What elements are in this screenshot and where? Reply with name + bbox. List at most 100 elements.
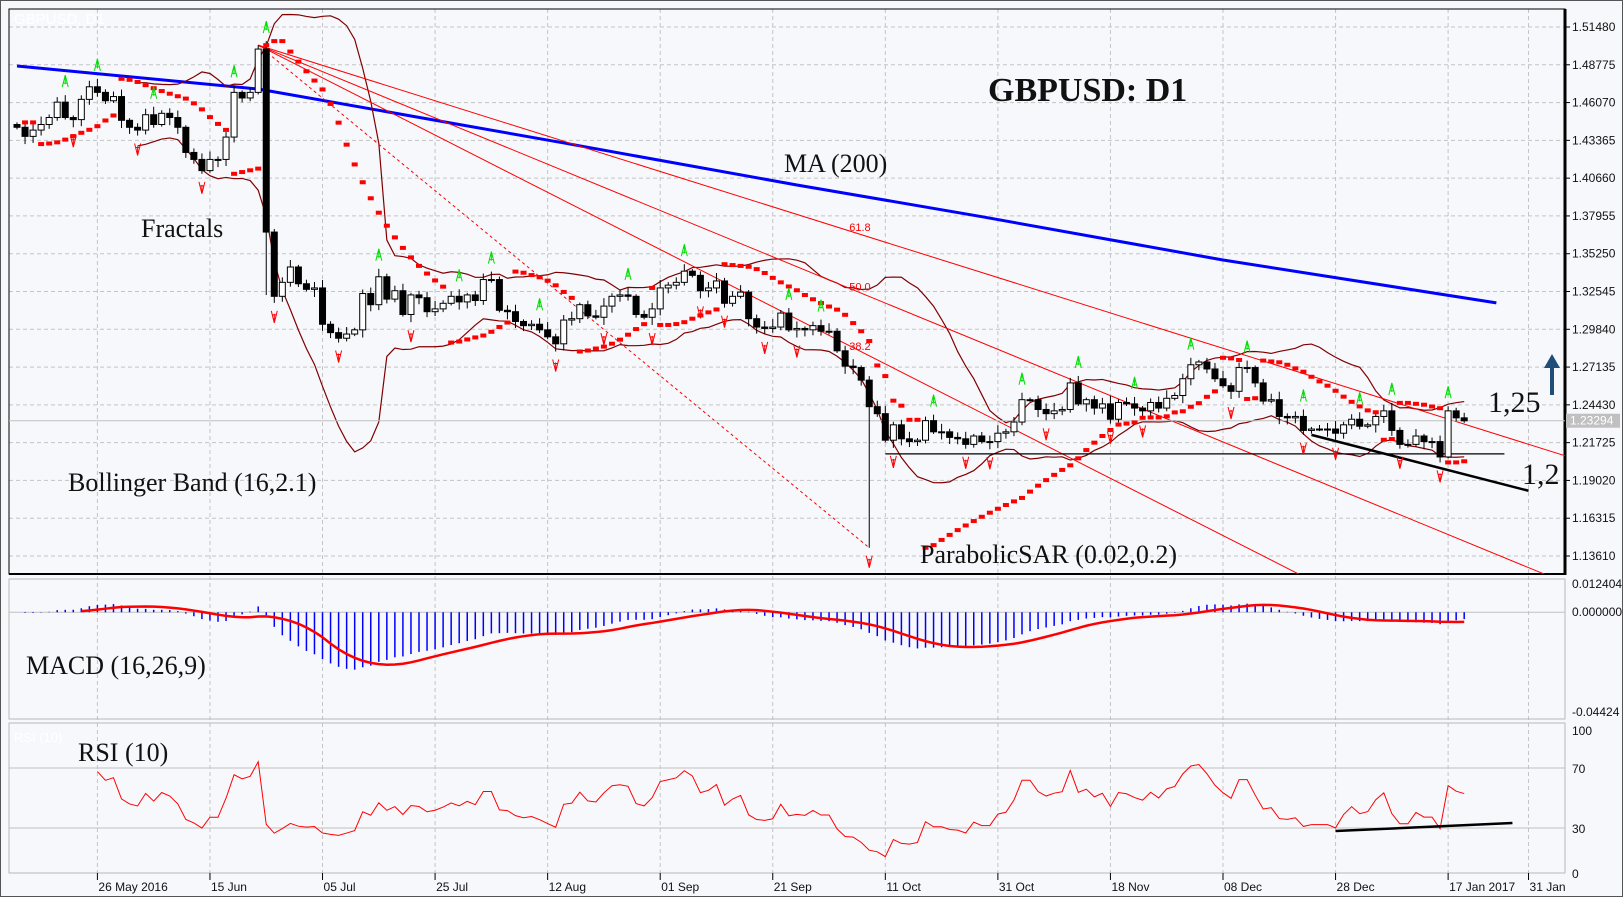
candle	[753, 314, 761, 334]
candle-body-bullish	[1412, 435, 1420, 445]
parabolic-sar-dot	[206, 115, 213, 120]
parabolic-sar-dot	[1372, 410, 1379, 415]
candle	[126, 118, 134, 134]
candle	[463, 292, 471, 309]
fractal-down-icon	[865, 555, 873, 568]
candle-body-bearish	[584, 304, 592, 317]
parabolic-sar-dot	[705, 310, 712, 315]
candle-body-bearish	[1139, 407, 1147, 412]
candle-body-bearish	[134, 126, 142, 131]
candle	[1098, 397, 1106, 414]
parabolic-sar-dot	[520, 270, 527, 275]
candle-body-bearish	[455, 295, 463, 303]
candle	[13, 122, 21, 130]
candle-body-bearish	[1420, 435, 1428, 443]
candle-body-bearish	[327, 323, 335, 334]
parabolic-sar-dot	[544, 278, 551, 283]
candle-body-bullish	[737, 291, 745, 297]
candle-body-bearish	[696, 274, 704, 292]
candle	[511, 304, 519, 329]
parabolic-sar-dot	[930, 543, 937, 548]
parabolic-sar-dot	[882, 374, 889, 379]
parabolic-sar-dot	[215, 121, 221, 126]
candle-body-bullish	[351, 329, 359, 335]
time-tick-label: 17 Jan 2017	[1449, 880, 1515, 894]
parabolic-sar-dot	[1236, 358, 1243, 363]
candle	[1380, 404, 1388, 424]
candle	[150, 106, 158, 128]
axes: 1.51480 1.48775 1.46070 1.43365 1.40660 1.379…	[96, 20, 1622, 894]
parabolic-sar-dot	[922, 545, 929, 550]
parabolic-sar-dot	[488, 329, 495, 334]
candle	[1227, 382, 1235, 399]
candle-body-bearish	[745, 291, 753, 320]
parabolic-sar-dot	[528, 273, 535, 278]
candle	[21, 123, 29, 145]
candle-body-bullish	[1315, 428, 1323, 431]
candle	[134, 123, 142, 136]
candle-body-bullish	[37, 124, 45, 131]
candle-body-bearish	[118, 96, 126, 121]
parabolic-sar-dot	[1147, 415, 1154, 420]
fractal-down-icon	[696, 306, 704, 319]
parabolic-sar-dot	[617, 337, 623, 342]
parabolic-sar-dot	[303, 69, 310, 74]
parabolic-sar-dot	[448, 340, 455, 345]
candle	[1058, 406, 1066, 416]
rsi-panel	[8, 722, 1566, 874]
candle	[841, 345, 849, 374]
candle	[101, 89, 109, 104]
candle	[624, 287, 632, 301]
candle-body-bullish	[1324, 428, 1332, 431]
candle-body-bearish	[101, 91, 109, 102]
parabolic-sar-dot	[1421, 402, 1427, 407]
fractal-down-icon	[407, 330, 415, 343]
fractal-down-icon	[761, 341, 769, 355]
chart-title: GBPUSD: D1	[988, 72, 1187, 109]
candle-body-bullish	[1195, 361, 1203, 366]
parabolic-sar-dot	[1292, 366, 1299, 371]
candle	[632, 294, 640, 318]
arrow-up-icon	[1544, 354, 1560, 395]
candle	[1348, 414, 1356, 430]
candle	[1444, 406, 1452, 459]
fractal-down-icon	[962, 456, 970, 469]
candle-body-bullish	[616, 294, 624, 297]
price-tick-label: 1.19020	[1572, 473, 1616, 487]
parabolic-sar-dot	[850, 321, 857, 326]
parabolic-sar-dot	[1453, 460, 1460, 465]
candle-body-bearish	[1452, 410, 1460, 419]
candle-body-bullish	[1340, 424, 1348, 434]
parabolic-sar-dot	[1131, 420, 1138, 425]
ma-label: MA (200)	[784, 149, 887, 178]
candle	[1251, 365, 1259, 388]
parabolic-sar-dot	[1340, 394, 1347, 399]
parabolic-sar-dot	[1155, 415, 1162, 420]
candle-body-bullish	[1147, 401, 1155, 412]
candle	[1283, 413, 1291, 425]
candle	[1010, 417, 1018, 437]
candle-body-bullish	[310, 287, 318, 290]
parabolic-sar-dot	[777, 280, 784, 285]
parabolic-sar-dot	[745, 264, 752, 269]
candle	[1114, 399, 1122, 423]
candle	[319, 279, 327, 331]
candle	[954, 432, 962, 445]
candle	[1139, 405, 1147, 418]
time-tick-label: 11 Oct	[886, 880, 921, 894]
candle-body-bearish	[126, 119, 134, 128]
candle-body-bearish	[198, 158, 206, 172]
candle	[1034, 395, 1042, 418]
candle	[785, 308, 793, 332]
time-tick-label: 18 Nov	[1111, 880, 1149, 894]
parabolic-sar-dot	[1187, 404, 1194, 409]
parabolic-sar-dot	[600, 344, 607, 349]
fractal-up-icon	[817, 299, 825, 312]
candle	[865, 376, 873, 548]
candle-body-bearish	[865, 379, 873, 408]
fractal-down-icon	[1139, 425, 1147, 438]
candle	[536, 318, 544, 334]
candle	[343, 327, 351, 342]
parabolic-sar-dot	[62, 137, 69, 142]
